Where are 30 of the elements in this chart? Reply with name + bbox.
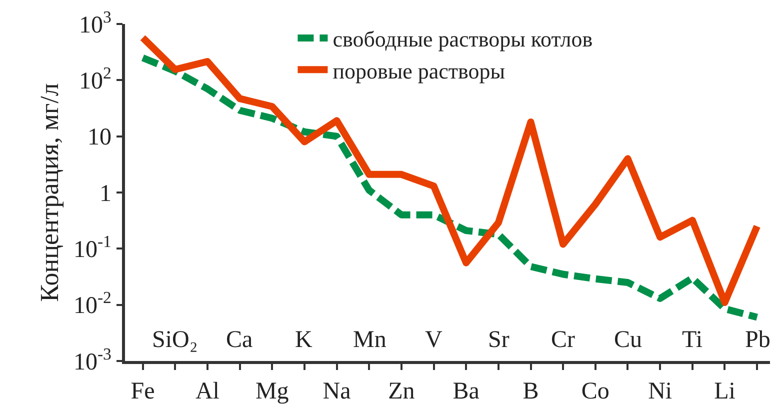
x-tick-label: Sr: [488, 327, 510, 353]
y-tick-label: 10$^{-2}$: [73, 288, 112, 320]
x-tick-label: Al: [195, 378, 220, 405]
legend-label: поровые растворы: [332, 58, 506, 84]
y-tick-label: 10$^{3}$: [79, 7, 112, 38]
y-axis-title: Концентрация, мг/л: [34, 83, 64, 302]
x-tick-label: Co: [581, 378, 610, 405]
x-tick-label: K: [295, 327, 313, 353]
x-tick-label: Cr: [551, 327, 576, 353]
x-tick-label: SiO₂: [152, 327, 198, 353]
x-tick-label: B: [522, 378, 539, 405]
x-tick-label: Na: [322, 378, 352, 405]
x-tick-label: Pb: [745, 327, 770, 353]
x-tick-label: Cu: [614, 327, 642, 353]
x-tick-label: Mn: [353, 327, 386, 353]
y-tick-label: 10$^{-3}$: [73, 344, 112, 376]
y-tick-label: 10$^{-1}$: [73, 232, 112, 264]
y-tick-label: 10$^{2}$: [79, 63, 112, 95]
x-tick-label: Ti: [682, 327, 703, 353]
y-tick-label: 1: [99, 180, 112, 207]
x-tick-label: V: [425, 327, 443, 353]
legend-label: свободные растворы котлов: [332, 26, 593, 52]
y-tick-label: 10: [87, 124, 112, 151]
x-tick-label: Li: [714, 378, 736, 405]
x-tick-label: Ba: [452, 378, 480, 405]
x-tick-label: Zn: [388, 378, 415, 405]
x-tick-label: Ca: [226, 327, 254, 353]
x-tick-label: Fe: [130, 378, 155, 405]
x-tick-label: Ni: [648, 378, 672, 405]
x-tick-label: Mg: [255, 378, 289, 405]
